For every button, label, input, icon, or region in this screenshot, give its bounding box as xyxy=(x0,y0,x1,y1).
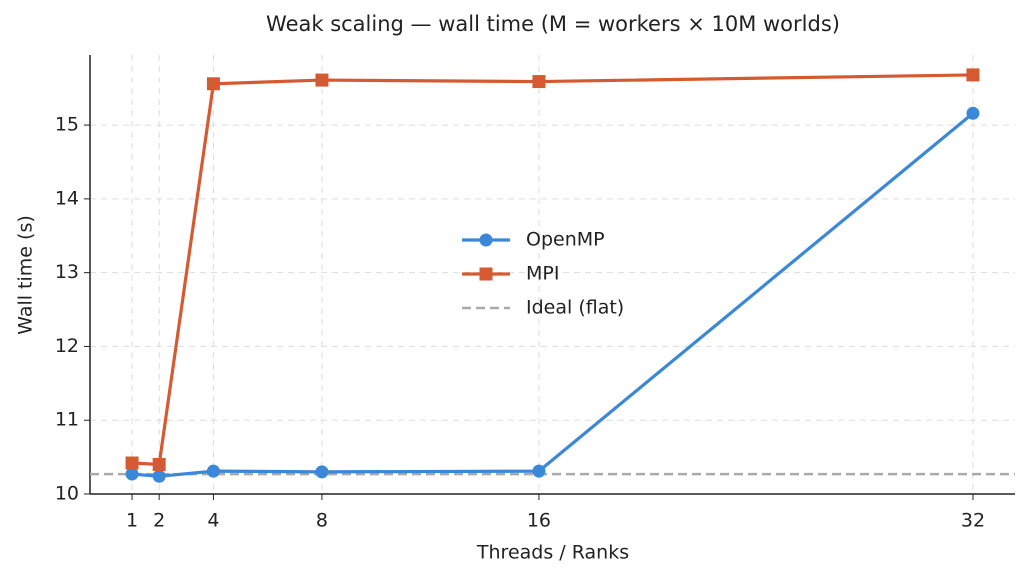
data-point xyxy=(315,73,329,87)
x-tick-label: 1 xyxy=(126,510,138,532)
data-point xyxy=(152,457,166,471)
chart-title: Weak scaling — wall time (M = workers × … xyxy=(266,12,840,36)
legend-label: Ideal (flat) xyxy=(526,297,624,319)
x-axis-label: Threads / Ranks xyxy=(476,542,629,564)
series-line xyxy=(131,112,974,478)
data-point xyxy=(532,75,546,89)
data-point xyxy=(206,464,220,478)
data-point xyxy=(315,465,329,479)
data-point xyxy=(966,106,980,120)
data-point xyxy=(206,77,220,91)
y-axis-label: Wall time (s) xyxy=(15,215,37,335)
data-point xyxy=(532,464,546,478)
y-tick-label: 15 xyxy=(55,114,79,136)
data-point xyxy=(966,68,980,82)
y-tick-label: 12 xyxy=(55,335,79,357)
y-tick-label: 14 xyxy=(55,187,79,209)
y-tick-label: 13 xyxy=(55,261,79,283)
data-point xyxy=(125,456,139,470)
data-point xyxy=(152,469,166,483)
x-tick-label: 4 xyxy=(207,510,219,532)
legend-label: MPI xyxy=(526,263,559,285)
x-tick-label: 32 xyxy=(961,510,985,532)
legend-marker xyxy=(479,233,493,247)
y-tick-label: 10 xyxy=(55,483,79,505)
x-tick-label: 2 xyxy=(153,510,165,532)
x-tick-label: 8 xyxy=(316,510,328,532)
x-tick-label: 16 xyxy=(527,510,551,532)
y-tick-label: 11 xyxy=(55,409,79,431)
legend-marker xyxy=(479,267,493,281)
data-point xyxy=(125,467,139,481)
legend-label: OpenMP xyxy=(526,229,605,251)
